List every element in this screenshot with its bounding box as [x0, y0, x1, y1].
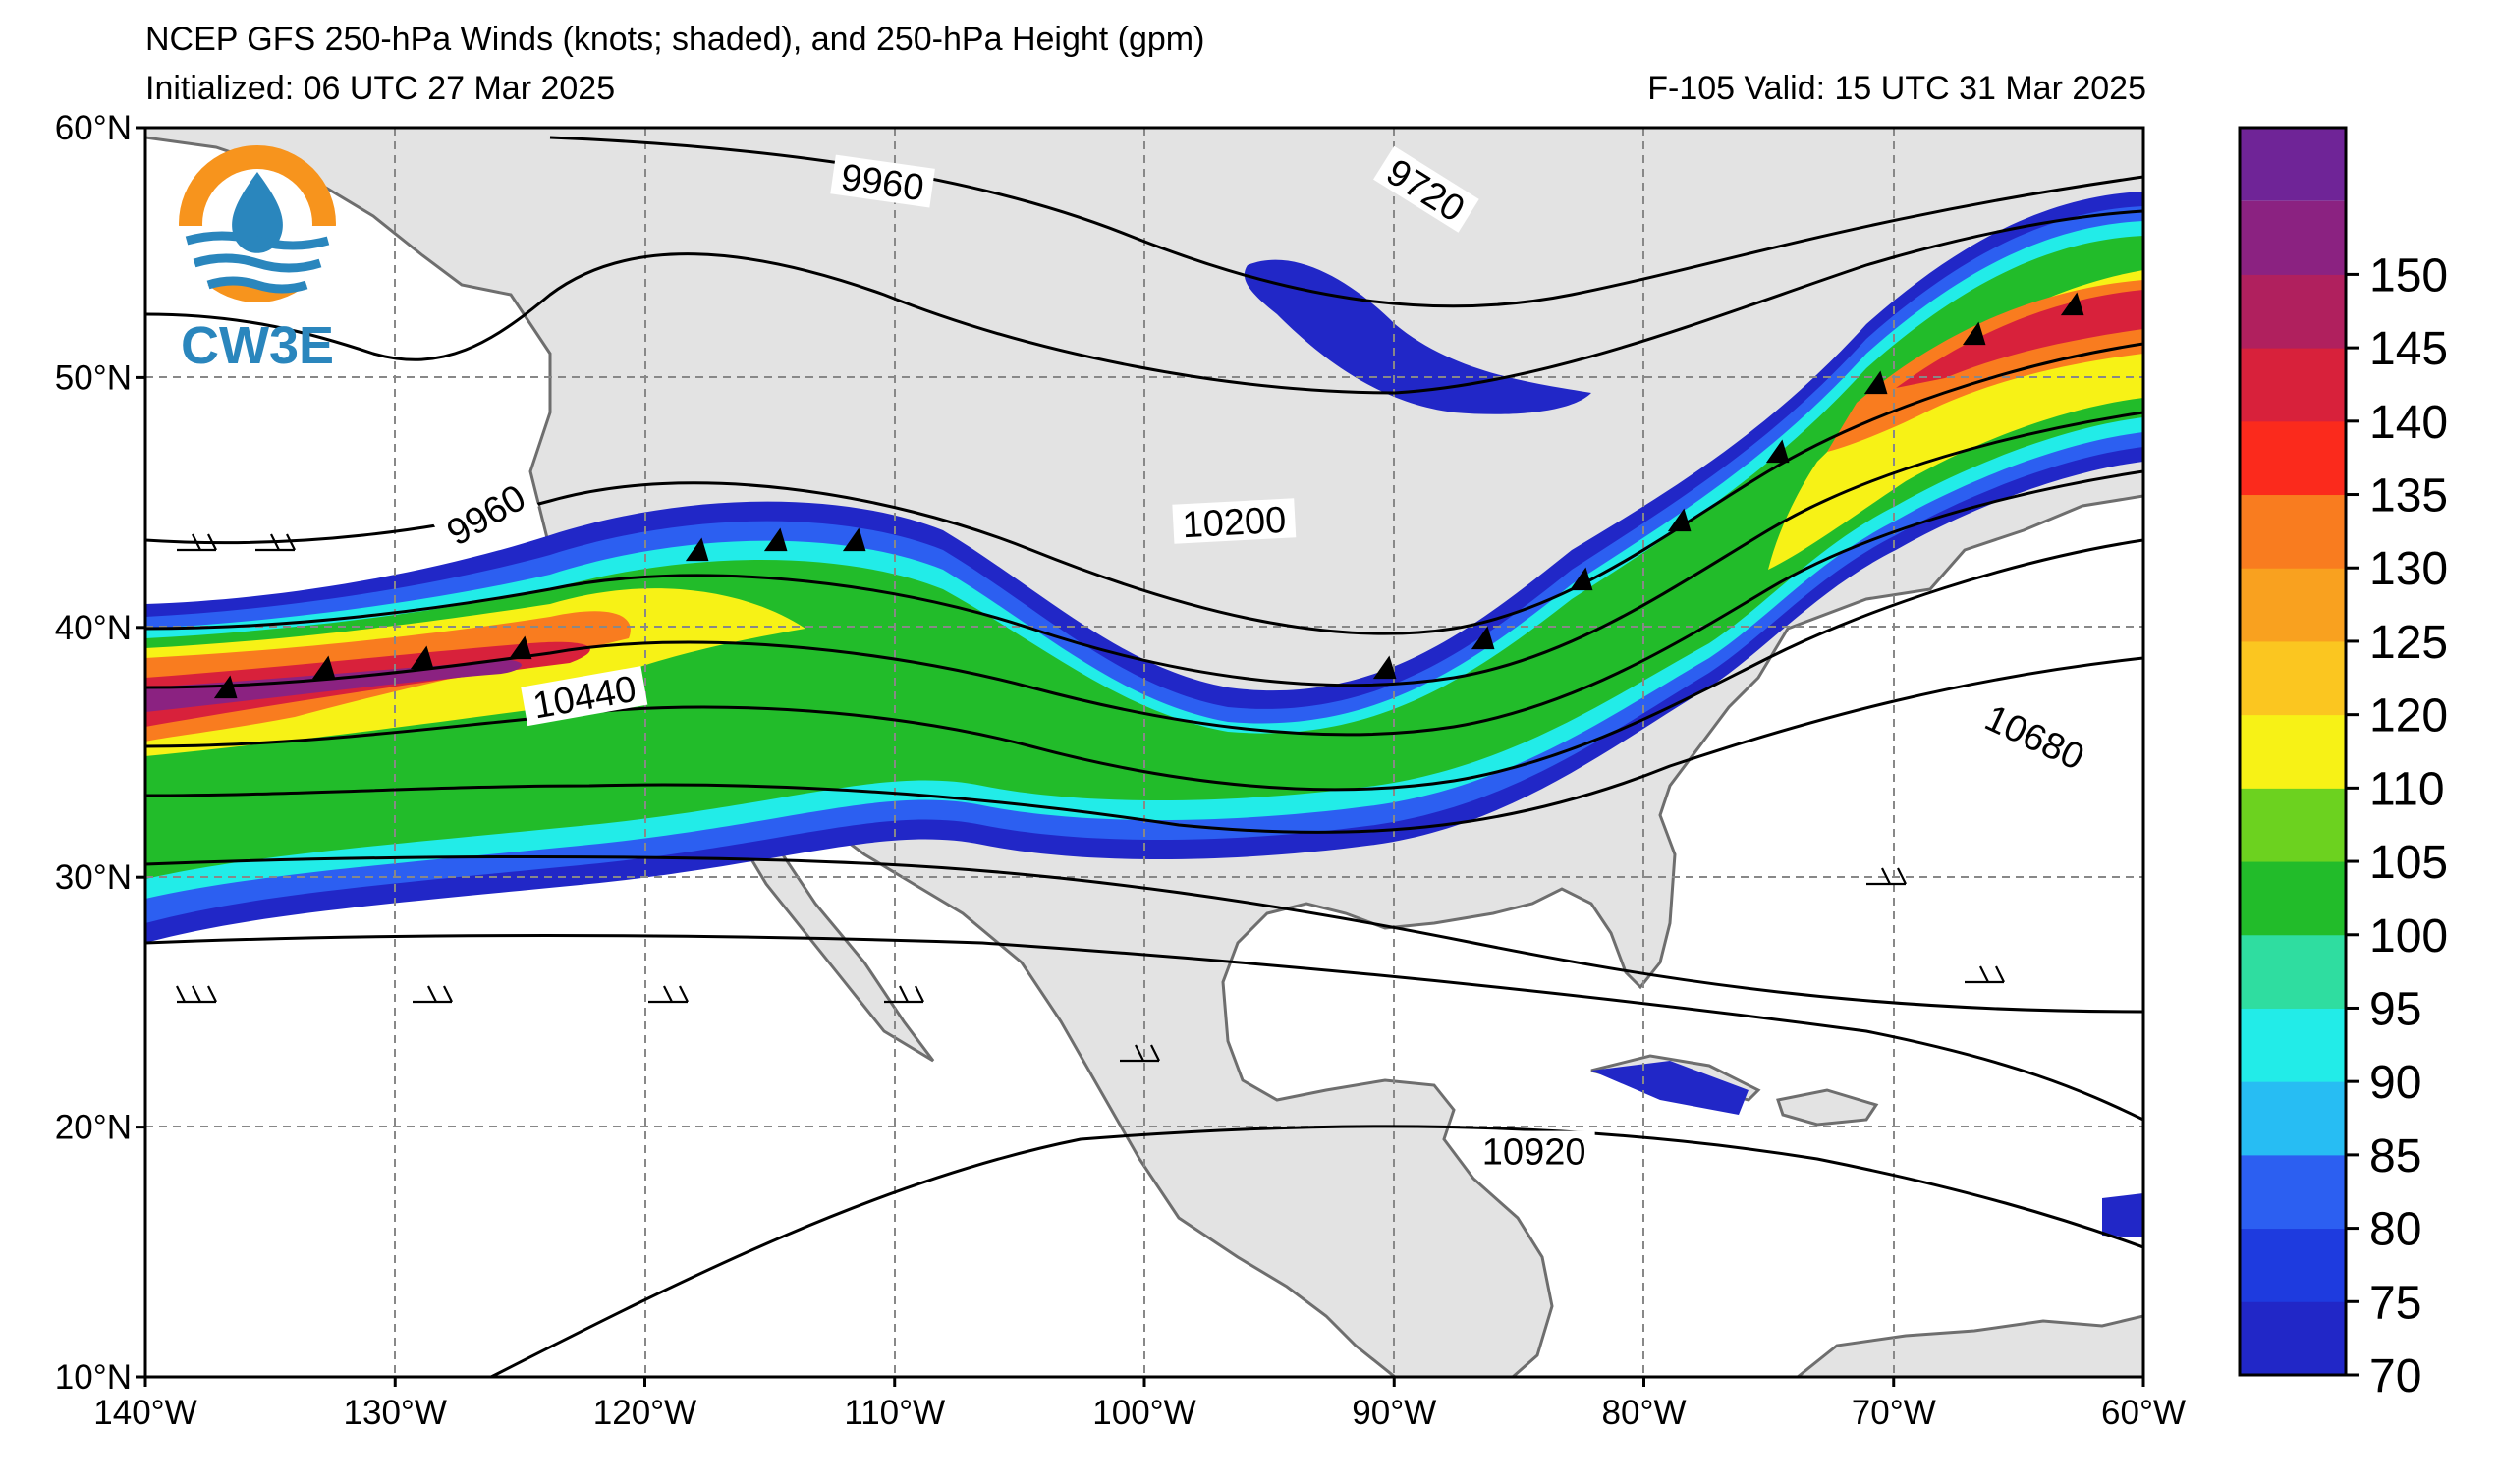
contour-label-box — [830, 154, 935, 208]
colorbar-segment — [2240, 861, 2346, 936]
colorbar-tick-label: 70 — [2369, 1350, 2421, 1402]
colorbar-tick-label: 110 — [2369, 763, 2445, 815]
colorbar-tick-label: 75 — [2369, 1277, 2421, 1329]
contour-label-box — [432, 471, 539, 557]
map-title: NCEP GFS 250-hPa Winds (knots; shaded), … — [145, 21, 1205, 58]
south-america-landmass — [1795, 1314, 2143, 1377]
colorbar-tick-label: 125 — [2369, 617, 2448, 669]
logo-text: CW3E — [181, 316, 334, 375]
lon-tick-label: 100°W — [1092, 1394, 1195, 1432]
lon-tick-label: 70°W — [1852, 1394, 1936, 1432]
lon-tick-label: 120°W — [593, 1394, 696, 1432]
contour-label-box — [1971, 692, 2099, 780]
lon-tick-label: 90°W — [1352, 1394, 1436, 1432]
lat-tick-label: 20°N — [55, 1109, 132, 1147]
colorbar-tick-label: 80 — [2369, 1204, 2421, 1256]
lon-tick-label: 110°W — [844, 1394, 945, 1432]
colorbar-segment — [2240, 274, 2346, 349]
contour-label-box — [1172, 498, 1297, 544]
contour-label-box — [1472, 1130, 1595, 1171]
colorbar-tick-label: 135 — [2369, 470, 2448, 522]
map-gridlines — [145, 128, 2143, 1377]
colorbar-tick-label: 95 — [2369, 983, 2421, 1035]
contour-label-box — [1373, 145, 1479, 233]
colorbar-tick-label: 130 — [2369, 543, 2448, 595]
colorbar-tick-label: 145 — [2369, 323, 2448, 375]
cw3e-logo: CW3E — [179, 145, 336, 375]
colorbar-segment — [2240, 640, 2346, 716]
colorbar-tick-label: 150 — [2369, 249, 2448, 302]
colorbar-segment — [2240, 714, 2346, 789]
colorbar-tick-label: 140 — [2369, 397, 2448, 449]
contour-label-text: 10920 — [1482, 1132, 1586, 1174]
water-drop-sun-logo-icon — [179, 145, 336, 302]
colorbar-segment — [2240, 1154, 2346, 1230]
colorbar: 70 75 80 85 90 95 100 105 110 120 125 130 135 140 145 1… — [2238, 126, 2448, 1402]
colorbar-tick-label: 90 — [2369, 1057, 2421, 1109]
contour-label-text: 10200 — [1182, 500, 1288, 546]
hispaniola-island — [1776, 1088, 1879, 1127]
colorbar-segment — [2240, 348, 2346, 422]
lon-tick-label: 60°W — [2101, 1394, 2186, 1432]
latitude-axis: 10°N 20°N 30°N 40°N 50°N 60°N — [55, 109, 145, 1397]
colorbar-tick-label: 100 — [2369, 910, 2448, 962]
colorbar-segment — [2240, 1301, 2346, 1376]
contour-label-box — [521, 666, 648, 727]
colorbar-tick-label: 105 — [2369, 837, 2448, 889]
colorbar-segment — [2240, 1228, 2346, 1302]
colorbar-segment — [2240, 200, 2346, 275]
colorbar-segment — [2240, 420, 2346, 496]
colorbar-segment — [2240, 1081, 2346, 1156]
colorbar-frame — [2238, 126, 2348, 1377]
colorbar-segment — [2240, 568, 2346, 642]
lat-tick-label: 10°N — [55, 1358, 132, 1397]
colorbar-segment — [2240, 494, 2346, 569]
valid-time: F-105 Valid: 15 UTC 31 Mar 2025 — [1647, 70, 2146, 107]
colorbar-segment — [2240, 788, 2346, 862]
longitude-axis: 140°W 130°W 120°W 110°W 100°W 90°W 80°W 70°W 60°… — [93, 1377, 2186, 1432]
lat-tick-label: 60°N — [55, 109, 132, 147]
lat-tick-label: 30°N — [55, 858, 132, 897]
lat-tick-label: 40°N — [55, 609, 132, 647]
colorbar-tick-label: 85 — [2369, 1130, 2421, 1182]
height-contours — [145, 136, 2143, 1377]
wind-speed-shading — [145, 192, 2143, 1237]
contour-label: 10920 — [1472, 1130, 1595, 1174]
lon-tick-label: 80°W — [1602, 1394, 1687, 1432]
colorbar-segment — [2240, 934, 2346, 1009]
contour-label: 10200 — [1172, 498, 1297, 546]
lon-tick-label: 130°W — [344, 1394, 447, 1432]
lon-tick-label: 140°W — [93, 1394, 196, 1432]
init-time: Initialized: 06 UTC 27 Mar 2025 — [145, 70, 616, 107]
colorbar-tick-label: 120 — [2369, 690, 2448, 742]
colorbar-segment — [2240, 1008, 2346, 1082]
lat-tick-label: 50°N — [55, 358, 132, 397]
wind-barbs — [176, 292, 2084, 1063]
colorbar-segment — [2240, 128, 2346, 201]
